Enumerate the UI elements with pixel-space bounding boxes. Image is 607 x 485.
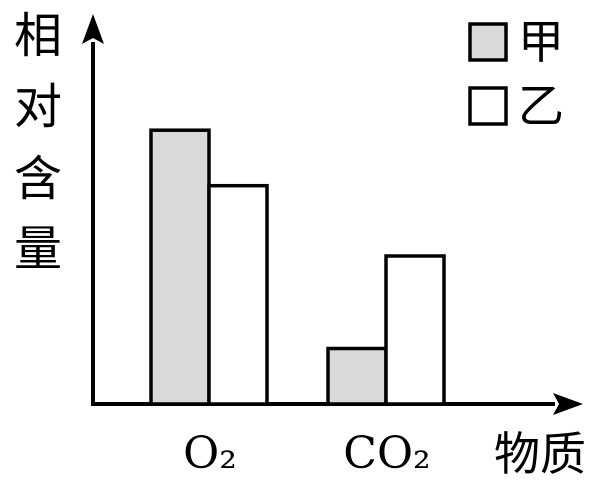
y-axis-label-char: 量 (14, 221, 62, 277)
legend-label-jia: 甲 (518, 15, 564, 69)
bar-jia-1 (326, 346, 388, 406)
bars-group (149, 128, 446, 406)
bar-jia-0 (149, 128, 211, 406)
legend-swatch-yi (468, 86, 508, 126)
legend-label-yi: 乙 (518, 79, 564, 133)
x-tick-label: O₂ (183, 428, 237, 479)
bar-yi-1 (384, 254, 446, 406)
x-tick-label: CO₂ (343, 428, 430, 479)
x-tick-labels: O₂ CO₂ (183, 428, 431, 479)
y-axis-label-char: 相 (14, 8, 62, 64)
y-axis-label-char: 对 (14, 79, 62, 135)
bar-yi-0 (207, 183, 269, 406)
legend: 甲 乙 (468, 15, 564, 133)
y-axis-label-char: 含 (14, 151, 62, 207)
legend-swatch-jia (468, 22, 508, 62)
y-axis-arrow (82, 14, 104, 44)
x-axis-label: 物质 (494, 427, 586, 481)
x-axis-arrow (553, 393, 583, 415)
y-axis-label: 相 对 含 量 (14, 8, 62, 277)
